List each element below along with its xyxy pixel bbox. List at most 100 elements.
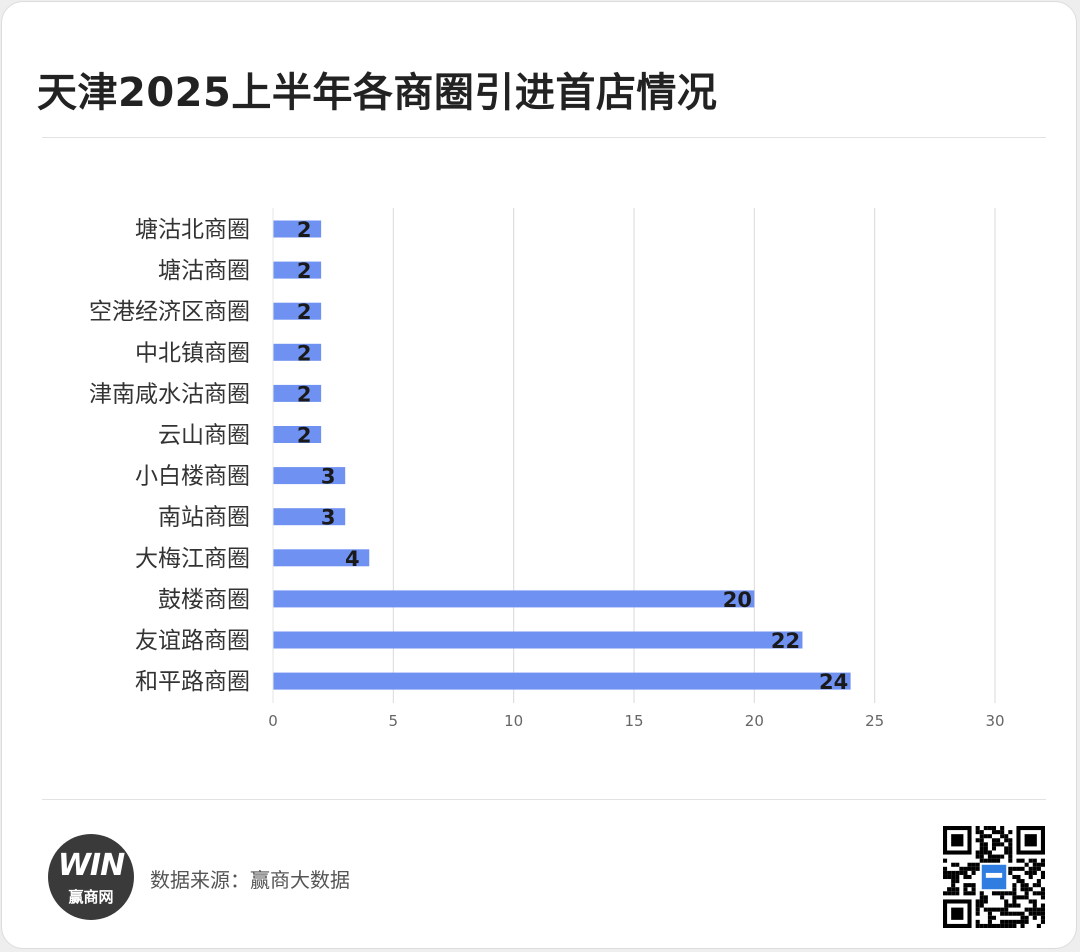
qr-module xyxy=(983,826,988,831)
qr-module xyxy=(1008,919,1013,924)
qr-module xyxy=(996,830,1001,835)
qr-module xyxy=(963,891,968,896)
source-note: 数据来源：赢商大数据 xyxy=(150,868,350,892)
qr-module xyxy=(1028,858,1033,863)
qr-module xyxy=(1040,891,1045,896)
bar xyxy=(273,343,322,361)
qr-finder xyxy=(951,834,964,847)
qr-module xyxy=(967,883,972,888)
qr-module xyxy=(1012,891,1017,896)
qr-module xyxy=(983,895,988,900)
data-label: 3 xyxy=(321,506,336,530)
qr-module xyxy=(983,899,988,904)
category-label: 塘沽商圈 xyxy=(158,258,250,284)
qr-module xyxy=(1000,842,1005,847)
qr-module xyxy=(963,874,968,880)
qr-module xyxy=(975,919,980,924)
qr-module xyxy=(1004,899,1009,904)
bar xyxy=(273,426,322,443)
qr-module xyxy=(967,891,972,896)
bar xyxy=(273,220,322,238)
qr-module xyxy=(1008,858,1013,863)
qr-module xyxy=(975,923,980,928)
qr-module xyxy=(955,887,960,892)
footer-divider xyxy=(42,799,1046,800)
qr-module xyxy=(1040,887,1045,892)
qr-module xyxy=(1036,911,1041,916)
qr-module xyxy=(1000,834,1005,839)
qr-module xyxy=(983,850,988,855)
category-label: 鼓楼商圈 xyxy=(158,587,250,613)
qr-module xyxy=(979,842,984,847)
bar xyxy=(273,590,755,608)
qr-module xyxy=(955,891,960,896)
qr-module xyxy=(951,883,956,888)
qr-module xyxy=(1000,911,1005,916)
qr-module xyxy=(963,866,968,871)
qr-module xyxy=(983,907,988,912)
category-label: 友谊路商圈 xyxy=(135,628,250,654)
data-label: 2 xyxy=(297,341,312,365)
qr-module xyxy=(1032,911,1037,916)
qr-module xyxy=(1016,858,1021,863)
qr-module xyxy=(963,887,968,892)
qr-module xyxy=(979,903,984,908)
qr-module xyxy=(1004,903,1009,908)
qr-module xyxy=(1024,915,1029,920)
qr-module xyxy=(1024,870,1029,875)
qr-module xyxy=(1000,854,1005,859)
qr-module xyxy=(963,870,968,875)
qr-module xyxy=(1008,842,1013,847)
qr-module xyxy=(955,862,960,867)
qr-module xyxy=(963,883,968,888)
qr-module xyxy=(1028,866,1033,871)
qr-module xyxy=(1024,919,1029,924)
qr-module xyxy=(1016,879,1021,884)
qr-module xyxy=(943,866,948,871)
data-label: 2 xyxy=(297,218,312,242)
qr-module xyxy=(947,870,952,875)
qr-module xyxy=(1016,866,1021,871)
qr-module xyxy=(1028,874,1033,880)
qr-module xyxy=(1032,862,1037,867)
qr-module xyxy=(1036,923,1041,928)
qr-module xyxy=(971,866,976,871)
logo-mark: WIN xyxy=(57,848,125,883)
qr-module xyxy=(991,838,997,843)
qr-module xyxy=(1040,870,1045,875)
qr-module xyxy=(1024,895,1029,900)
qr-module xyxy=(955,874,960,880)
data-label: 3 xyxy=(321,465,336,489)
qr-module xyxy=(1024,887,1029,892)
qr-module xyxy=(1024,907,1029,912)
x-tick-label: 25 xyxy=(865,712,884,730)
qr-module xyxy=(975,899,980,904)
qr-module xyxy=(1012,887,1017,892)
qr-module xyxy=(1040,907,1045,912)
x-tick-label: 30 xyxy=(985,712,1004,730)
qr-module xyxy=(1040,903,1045,908)
qr-module xyxy=(947,874,952,880)
qr-module xyxy=(971,862,976,867)
qr-module xyxy=(1012,903,1017,908)
qr-module xyxy=(1032,870,1037,875)
qr-module xyxy=(1016,895,1021,900)
qr-module xyxy=(1020,883,1025,888)
qr-module xyxy=(1008,870,1013,875)
qr-finder xyxy=(1024,834,1037,847)
qr-module xyxy=(983,842,988,847)
qr-module xyxy=(996,923,1001,928)
qr-module xyxy=(1008,923,1013,928)
data-label: 20 xyxy=(723,588,752,612)
qr-module xyxy=(1008,838,1013,843)
category-label: 津南咸水沽商圈 xyxy=(89,381,250,407)
qr-module xyxy=(987,919,992,924)
qr-module xyxy=(991,907,997,912)
qr-module xyxy=(1012,874,1017,880)
category-label: 塘沽北商圈 xyxy=(135,217,250,243)
qr-module xyxy=(987,923,992,928)
qr-module xyxy=(996,891,1001,896)
qr-module xyxy=(983,846,988,851)
